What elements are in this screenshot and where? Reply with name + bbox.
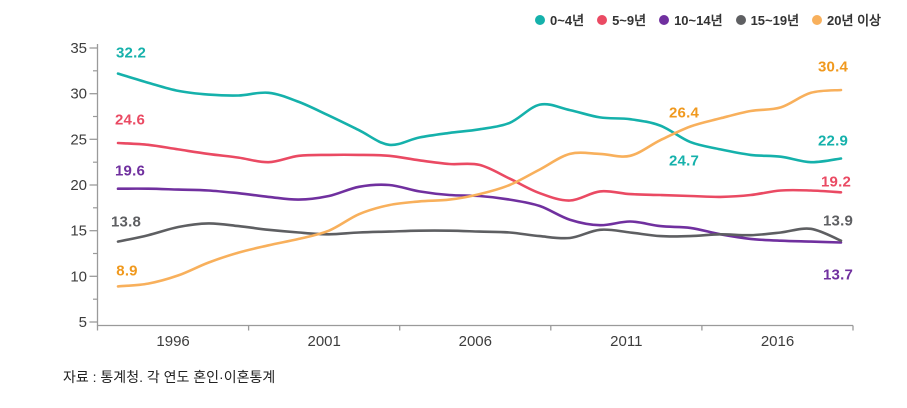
- legend-dot-icon: [812, 14, 823, 25]
- legend-label: 0~4년: [550, 13, 585, 28]
- series-line-0-4-: [116, 72, 843, 164]
- y-tick-label: 20: [70, 177, 87, 194]
- data-label: 13.7: [823, 266, 853, 284]
- legend-dot-icon: [535, 14, 546, 25]
- data-label: 24.7: [669, 152, 699, 170]
- y-tick-label: 25: [70, 131, 87, 148]
- data-label: 13.9: [823, 212, 853, 230]
- y-tick-label: 10: [70, 268, 87, 285]
- data-label: 26.4: [669, 104, 699, 122]
- legend-dot-icon: [597, 14, 608, 25]
- legend-label: 10~14년: [674, 13, 723, 28]
- legend-item: 0~4년: [535, 10, 584, 29]
- source-note: 자료 : 통계청. 각 연도 혼인·이혼통계: [63, 369, 276, 385]
- data-label: 19.2: [821, 173, 851, 191]
- series-line-5-9-: [116, 141, 843, 202]
- legend-dot-icon: [659, 14, 670, 25]
- y-tick-label: 30: [70, 86, 87, 103]
- series-line-20-: [116, 88, 843, 288]
- data-label: 32.2: [116, 44, 146, 62]
- legend: 0~4년 5~9년 10~14년 15~19년 20년 이상: [535, 10, 881, 29]
- y-tick-label: 5: [79, 314, 87, 331]
- data-label: 13.8: [111, 213, 141, 231]
- data-label: 8.9: [116, 262, 138, 280]
- series-line-15-19-: [116, 222, 843, 243]
- x-tick-label: 2011: [610, 333, 642, 350]
- legend-label: 5~9년: [612, 13, 647, 28]
- y-tick-label: 35: [70, 40, 87, 57]
- data-label: 19.6: [115, 162, 145, 180]
- axis-lines: [96, 44, 853, 327]
- x-tick-label: 1996: [156, 333, 189, 350]
- x-tick-label: 2001: [308, 333, 341, 350]
- legend-item: 20년 이상: [812, 10, 881, 29]
- x-tick-label: 2006: [459, 333, 492, 350]
- legend-item: 5~9년: [597, 10, 646, 29]
- data-label: 22.9: [818, 132, 848, 150]
- data-label: 30.4: [818, 58, 848, 76]
- x-tick-label: 2016: [761, 333, 794, 350]
- legend-label: 20년 이상: [827, 13, 881, 28]
- legend-dot-icon: [735, 14, 746, 25]
- legend-item: 15~19년: [735, 10, 800, 29]
- y-tick-label: 15: [70, 223, 87, 240]
- legend-item: 10~14년: [659, 10, 723, 29]
- legend-label: 15~19년: [750, 13, 800, 28]
- data-label: 24.6: [115, 111, 145, 129]
